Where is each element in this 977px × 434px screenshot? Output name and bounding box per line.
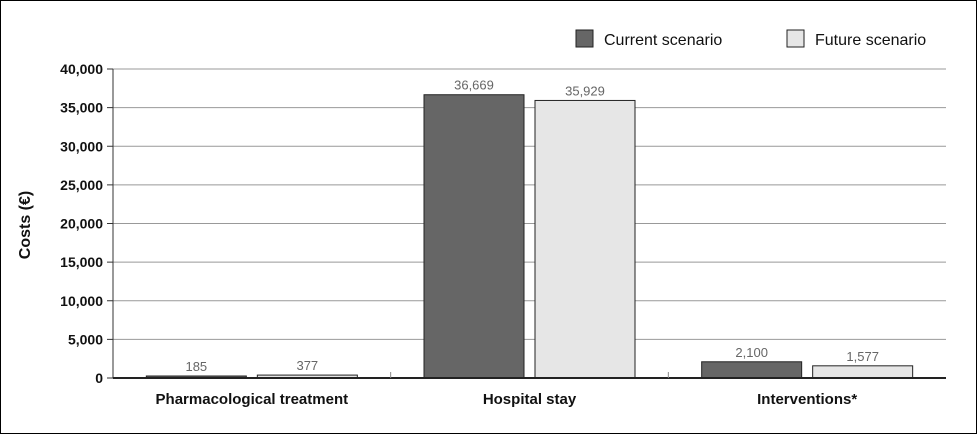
- data-label: 1,577: [846, 349, 879, 364]
- y-tick-label: 25,000: [60, 177, 103, 193]
- x-category-label: Interventions*: [757, 391, 857, 408]
- y-tick-label: 15,000: [60, 254, 103, 270]
- legend-entry: Future scenario: [815, 32, 926, 49]
- bar: [701, 361, 803, 379]
- data-labels: 185 377 36,669 35,929 2,100 1,577: [185, 78, 878, 374]
- x-category-label: Hospital stay: [483, 391, 577, 408]
- y-axis: 0 5,000 10,000 15,000 20,000 25,000 30,000 35,0…: [60, 61, 114, 386]
- bar: [812, 365, 914, 379]
- bars: [145, 94, 914, 379]
- legend-swatch: [575, 29, 594, 48]
- bar: [534, 99, 636, 379]
- bar: [423, 94, 525, 379]
- data-label: 2,100: [735, 345, 768, 360]
- y-tick-label: 5,000: [68, 331, 103, 347]
- data-label: 35,929: [565, 83, 605, 98]
- y-tick-label: 40,000: [60, 61, 103, 77]
- y-tick-label: 10,000: [60, 293, 103, 309]
- y-tick-label: 0: [95, 370, 103, 386]
- x-category-label: Pharmacological treatment: [156, 391, 349, 408]
- legend: Current scenario Future scenario: [575, 29, 926, 49]
- legend-swatch: [786, 29, 805, 48]
- x-axis: Pharmacological treatment Hospital stay In…: [113, 372, 946, 408]
- y-tick-label: 35,000: [60, 100, 103, 116]
- y-axis-label: Costs (€): [17, 191, 34, 259]
- gridlines: [113, 68, 946, 340]
- y-tick-label: 30,000: [60, 138, 103, 154]
- data-label: 36,669: [454, 78, 494, 93]
- data-label: 185: [185, 359, 207, 374]
- y-tick-label: 20,000: [60, 216, 103, 232]
- legend-entry: Current scenario: [604, 32, 722, 49]
- data-label: 377: [296, 358, 318, 373]
